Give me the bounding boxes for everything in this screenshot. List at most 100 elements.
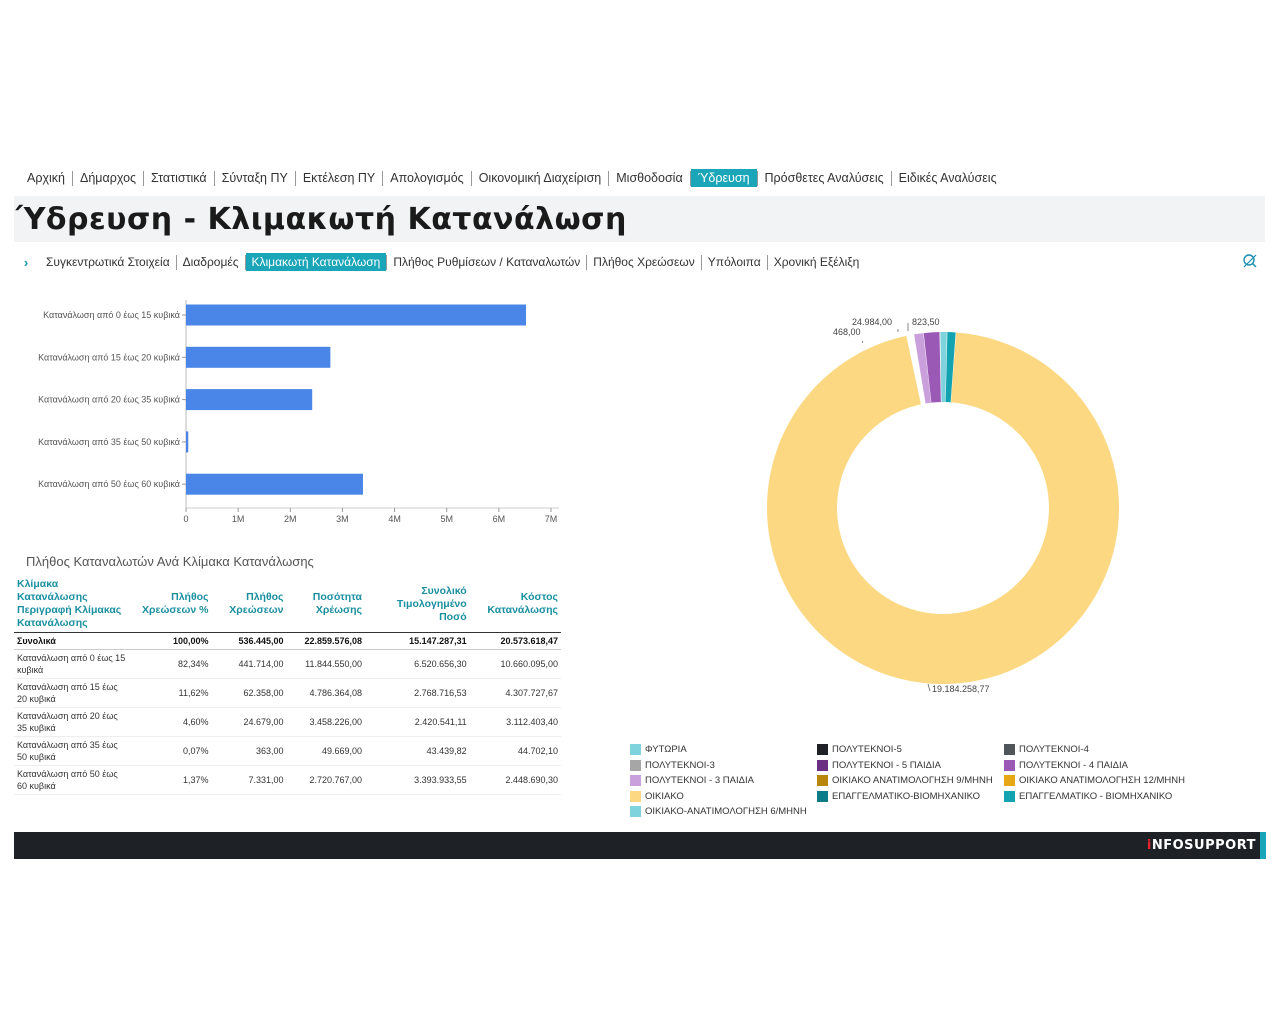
table-cell: 11,62% — [132, 678, 212, 708]
table-cell: 6.520.656,30 — [365, 649, 470, 679]
table-cell: 2.720.767,00 — [286, 765, 366, 795]
bar-1[interactable] — [186, 346, 331, 368]
topnav-item-9[interactable]: Πρόσθετες Αναλύσεις — [764, 171, 884, 185]
table-cell: 4.307.727,67 — [469, 678, 561, 708]
legend-swatch — [1004, 790, 1015, 802]
table-cell: 22.859.576,08 — [286, 632, 366, 650]
subnav-separator — [586, 254, 588, 270]
slice-oikiako[interactable] — [767, 332, 1119, 684]
topnav-item-10[interactable]: Ειδικές Αναλύσεις — [898, 171, 997, 185]
subnav-tab-5[interactable]: Υπόλοιπα — [707, 255, 761, 269]
legend-item[interactable]: ΟΙΚΙΑΚΟ — [630, 790, 684, 802]
footer-bar: iNFOSUPPORT — [14, 832, 1266, 859]
subnav-tab-0[interactable]: Συγκεντρωτικά Στοιχεία — [46, 255, 170, 269]
footer-accent — [1260, 832, 1266, 859]
legend-label: ΠΟΛΥΤΕΚΝΟΙ - 4 ΠΑΙΔΙΑ — [1019, 759, 1128, 771]
table-cell: 43.439,82 — [365, 736, 470, 766]
table-header-4[interactable]: Συνολικό Τιμολογημένο Ποσό — [396, 584, 467, 623]
subnav-separator — [244, 254, 246, 270]
slice-polyteknoi-3-paidia[interactable] — [914, 333, 932, 404]
table-cell: 100,00% — [132, 632, 212, 650]
legend-swatch — [817, 775, 828, 786]
y-tick-label-2: Κατανάλωση από 20 έως 35 κυβικά — [38, 395, 180, 405]
data-label-1: 24.984,00 — [852, 317, 892, 327]
table-cell: Κατανάλωση από 0 έως 15 κυβικά — [14, 649, 132, 679]
legend-swatch — [1004, 775, 1015, 786]
legend-swatch — [630, 806, 641, 817]
bar-2[interactable] — [186, 389, 313, 411]
table-title: Πλήθος Καταναλωτών Ανά Κλίμακα Κατανάλωσ… — [26, 554, 314, 569]
legend-item[interactable]: ΕΠΑΓΓΕΛΜΑΤΙΚΟ-ΒΙΟΜΗΧΑΝΙΚΟ — [817, 790, 981, 802]
nav-separator — [72, 170, 73, 186]
legend-item[interactable]: ΠΟΛΥΤΕΚΝΟΙ - 4 ΠΑΙΔΙΑ — [1004, 759, 1128, 771]
legend-item[interactable]: ΠΟΛΥΤΕΚΝΟΙ-5 — [817, 744, 902, 755]
table-header-0[interactable]: Κλίμακα Κατανάλωσης Περιγραφή Κλίμακας Κ… — [17, 578, 122, 629]
table-cell: 49.669,00 — [286, 736, 366, 766]
legend-item[interactable]: ΕΠΑΓΓΕΛΜΑΤΙΚΟ - ΒΙΟΜΗΧΑΝΙΚΟ — [1004, 790, 1172, 802]
legend-item[interactable]: ΟΙΚΙΑΚΟ ΑΝΑΤΙΜΟΛΟΓΗΣΗ 9/ΜΗΝΗ — [817, 775, 993, 786]
subnav-tab-3[interactable]: Πλήθος Ρυθμίσεων / Καταναλωτών — [393, 255, 581, 269]
subnav-separator — [700, 254, 702, 270]
table-row[interactable]: Κατανάλωση από 15 έως 20 κυβικά 11,62% 62.… — [14, 678, 561, 708]
legend-label: ΟΙΚΙΑΚΟ-ΑΝΑΤΙΜΟΛΟΓΗΣΗ 6/ΜΗΝΗ — [645, 806, 807, 817]
table-row[interactable]: Κατανάλωση από 20 έως 35 κυβικά 4,60% 24.6… — [14, 707, 561, 737]
nav-separator — [470, 170, 472, 186]
subnav-tab-6[interactable]: Χρονική Εξέλιξη — [773, 255, 860, 269]
topnav-item-3[interactable]: Σύνταξη ΠΥ — [221, 171, 288, 185]
data-label-2: 823,50 — [912, 317, 940, 327]
legend-label: ΠΟΛΥΤΕΚΝΟΙ-5 — [832, 744, 902, 755]
table-cell: 4.786.364,08 — [286, 678, 366, 708]
chevron-right-icon[interactable]: › — [23, 254, 29, 270]
brand-logo: iNFOSUPPORT — [1146, 838, 1256, 853]
legend-item[interactable]: ΟΙΚΙΑΚΟ-ΑΝΑΤΙΜΟΛΟΓΗΣΗ 6/ΜΗΝΗ — [630, 806, 807, 817]
table-header-3[interactable]: Ποσότητα Χρέωσης — [312, 591, 363, 616]
table-row[interactable]: Κατανάλωση από 50 έως 60 κυβικά 1,37% 7.33… — [14, 765, 561, 795]
topnav-item-7[interactable]: Μισθοδοσία — [616, 171, 683, 185]
topnav-item-6[interactable]: Οικονομική Διαχείριση — [478, 171, 602, 185]
legend-item[interactable]: ΠΟΛΥΤΕΚΝΟΙ-3 — [630, 759, 715, 771]
legend-item[interactable]: ΠΟΛΥΤΕΚΝΟΙ-4 — [1004, 744, 1089, 755]
subnav-items: Συγκεντρωτικά Στοιχεία Διαδρομές Κλιμακωτή… — [40, 253, 865, 271]
nav-separator — [143, 170, 145, 186]
slice-fytoria[interactable] — [940, 332, 947, 403]
sub-navigation: › Συγκεντρωτικά Στοιχεία Διαδρομές Κλιμακω… — [14, 252, 1265, 272]
table-cell: 10.660.095,00 — [469, 649, 561, 679]
table-cell: 2.768.716,53 — [365, 678, 470, 708]
legend-label: ΠΟΛΥΤΕΚΝΟΙ-4 — [1019, 744, 1089, 755]
table-header-1[interactable]: Πλήθος Χρεώσεων % — [142, 591, 209, 616]
bar-0[interactable] — [186, 304, 527, 326]
topnav-item-0[interactable]: Αρχική — [27, 171, 65, 185]
topnav-item-4[interactable]: Εκτέλεση ΠΥ — [302, 171, 376, 185]
legend-label: ΦΥΤΩΡΙΑ — [645, 744, 687, 755]
legend-item[interactable]: ΠΟΛΥΤΕΚΝΟΙ - 3 ΠΑΙΔΙΑ — [630, 775, 754, 786]
slice-polyteknoi-4-paidia[interactable] — [923, 332, 941, 403]
subnav-separator — [175, 254, 177, 270]
topnav-item-5[interactable]: Απολογισμός — [390, 171, 464, 185]
topnav-item-8[interactable]: Ύδρευση — [690, 169, 757, 187]
table-cell: 2.448.690,30 — [469, 765, 561, 795]
bar-4[interactable] — [186, 473, 363, 495]
table-header-2[interactable]: Πλήθος Χρεώσεων — [229, 591, 284, 616]
slice-epaggelmatiko-viomixaniko[interactable] — [945, 332, 956, 403]
table-cell: 363,00 — [211, 736, 287, 766]
filter-off-icon[interactable] — [1241, 252, 1259, 270]
legend-item[interactable]: ΟΙΚΙΑΚΟ ΑΝΑΤΙΜΟΛΟΓΗΣΗ 12/ΜΗΝΗ — [1004, 775, 1185, 786]
bar-3[interactable] — [186, 431, 189, 453]
nav-separator — [294, 170, 296, 186]
table-row[interactable]: Κατανάλωση από 35 έως 50 κυβικά 0,07% 363,… — [14, 736, 561, 766]
legend-label: ΟΙΚΙΑΚΟ ΑΝΑΤΙΜΟΛΟΓΗΣΗ 12/ΜΗΝΗ — [1019, 775, 1185, 786]
table-row[interactable]: Κατανάλωση από 0 έως 15 κυβικά 82,34% 441.… — [14, 649, 561, 679]
legend-label: ΕΠΑΓΓΕΛΜΑΤΙΚΟ-ΒΙΟΜΗΧΑΝΙΚΟ — [832, 790, 981, 802]
subnav-tab-1[interactable]: Διαδρομές — [182, 255, 239, 269]
table-cell: 7.331,00 — [211, 765, 287, 795]
topnav-item-1[interactable]: Δήμαρχος — [80, 171, 137, 185]
legend-item[interactable]: ΦΥΤΩΡΙΑ — [630, 744, 687, 755]
legend-item[interactable]: ΠΟΛΥΤΕΚΝΟΙ - 5 ΠΑΙΔΙΑ — [817, 759, 941, 771]
table-cell: Κατανάλωση από 20 έως 35 κυβικά — [14, 707, 132, 737]
subnav-tab-2[interactable]: Κλιμακωτή Κατανάλωση — [245, 253, 387, 271]
table-header-5[interactable]: Κόστος Κατανάλωσης — [487, 591, 558, 616]
table-cell: 24.679,00 — [211, 707, 287, 737]
topnav-item-2[interactable]: Στατιστικά — [151, 171, 207, 185]
subnav-tab-4[interactable]: Πλήθος Χρεώσεων — [593, 255, 695, 269]
table-header-row: Κλίμακα Κατανάλωσης Περιγραφή Κλίμακας Κ… — [14, 576, 561, 633]
